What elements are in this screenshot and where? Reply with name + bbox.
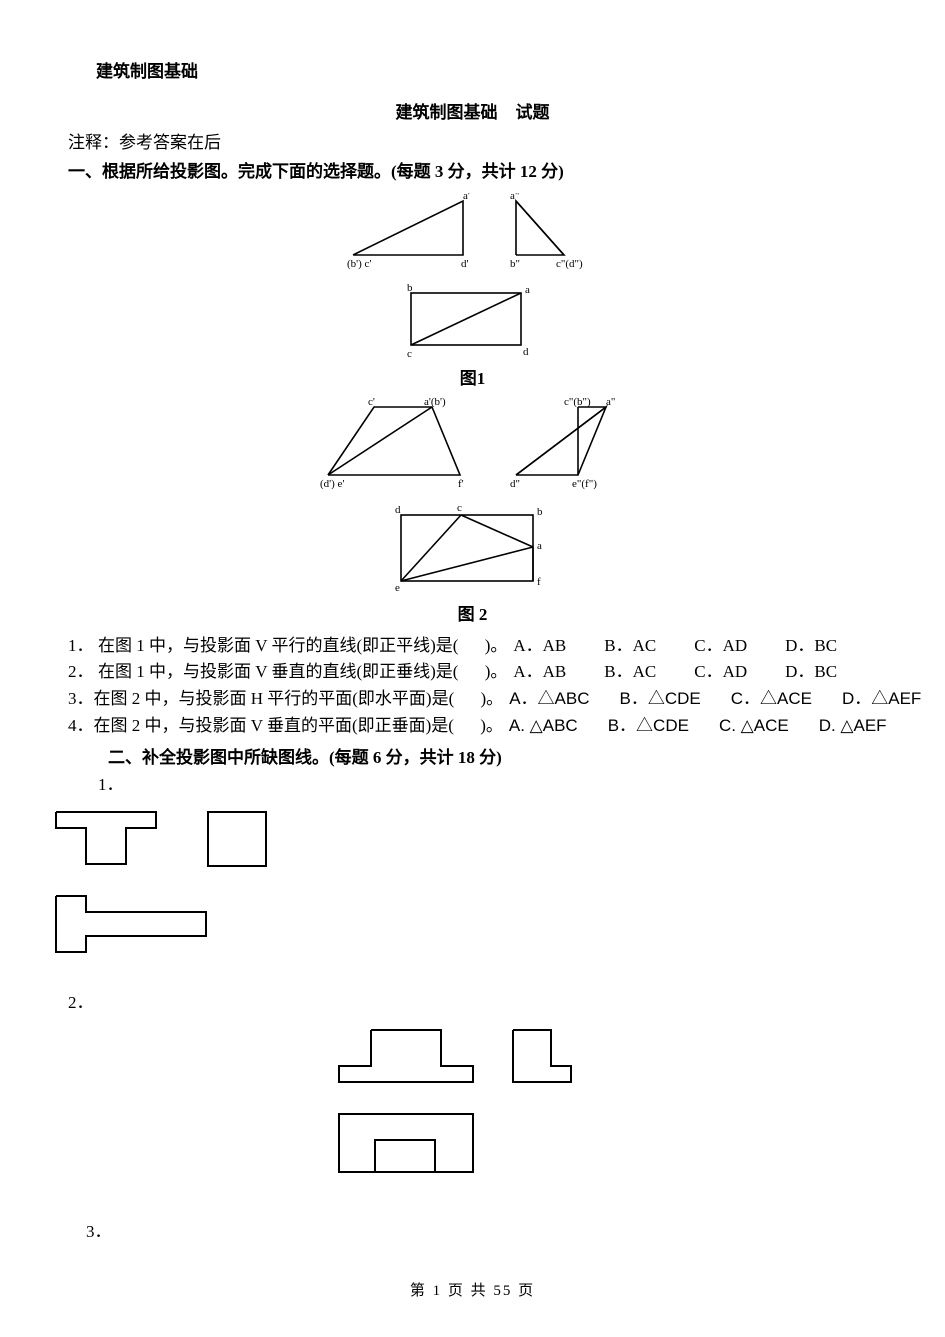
q1-opt-a: A．AB xyxy=(513,634,566,659)
sec2-fig2 xyxy=(303,1022,877,1210)
svg-text:a'(b'): a'(b') xyxy=(424,397,446,408)
sec2-item1-num: 1． xyxy=(98,773,877,798)
svg-text:b": b" xyxy=(510,258,520,270)
fig1-caption: 图1 xyxy=(460,367,486,392)
svg-text:d: d xyxy=(523,346,529,358)
q1-opt-b: B．AC xyxy=(604,634,656,659)
question-3: 3． 在图 2 中，与投影面 H 平行的平面(即水平面)是( )。 A．△ABC… xyxy=(68,687,877,712)
q1-close: )。 xyxy=(485,634,508,659)
svg-text:f': f' xyxy=(458,478,464,490)
q4-blank xyxy=(454,714,480,739)
q3-opt-d: D．△AEF xyxy=(842,687,921,712)
svg-text:c: c xyxy=(407,348,412,360)
q4-opt-c: C. △ACE xyxy=(719,714,789,739)
note-line: 注释：参考答案在后 xyxy=(68,131,877,156)
svg-text:c"(d"): c"(d") xyxy=(556,258,583,270)
section1-heading: 一、根据所给投影图。完成下面的选择题。(每题 3 分，共计 12 分) xyxy=(68,160,877,185)
q3-opt-b: B．△CDE xyxy=(619,687,700,712)
q1-blank xyxy=(458,634,484,659)
fig2-top-right: c"(b") a" d" e"(f") xyxy=(506,397,626,493)
q2-opt-b: B．AC xyxy=(604,660,656,685)
q2-blank xyxy=(458,660,484,685)
q3-opt-c: C．△ACE xyxy=(731,687,812,712)
svg-text:a": a" xyxy=(606,397,615,408)
q3-stem: 在图 2 中，与投影面 H 平行的平面(即水平面)是( xyxy=(94,687,455,712)
fig1-bottom: b a c d xyxy=(403,283,543,363)
svg-text:b: b xyxy=(407,283,413,294)
fig1-top-left: (b') c' d' a' xyxy=(345,193,480,273)
svg-text:c: c xyxy=(457,503,462,514)
question-1: 1． 在图 1 中，与投影面 V 平行的直线(即正平线)是( )。 A．AB B… xyxy=(68,634,877,659)
svg-text:e"(f"): e"(f") xyxy=(572,478,597,490)
q3-options: A．△ABC B．△CDE C．△ACE D．△AEF xyxy=(509,687,921,712)
q4-opt-b: B．△CDE xyxy=(608,714,689,739)
q4-stem: 在图 2 中，与投影面 V 垂直的平面(即正垂面)是( xyxy=(94,714,454,739)
question-4: 4． 在图 2 中，与投影面 V 垂直的平面(即正垂面)是( )。 A. △AB… xyxy=(68,714,877,739)
svg-text:(d') e': (d') e' xyxy=(320,478,344,490)
q4-opt-a: A. △ABC xyxy=(509,714,578,739)
q1-opt-d: D．BC xyxy=(785,634,837,659)
q2-stem: 在图 1 中，与投影面 V 垂直的直线(即正垂线)是( xyxy=(98,660,458,685)
q3-blank xyxy=(454,687,480,712)
q1-num: 1． xyxy=(68,634,98,659)
q4-options: A. △ABC B．△CDE C. △ACE D. △AEF xyxy=(509,714,887,739)
svg-text:a": a" xyxy=(510,193,519,202)
q1-opt-c: C．AD xyxy=(694,634,747,659)
svg-text:(b') c': (b') c' xyxy=(347,258,371,270)
question-list: 1． 在图 1 中，与投影面 V 平行的直线(即正平线)是( )。 A．AB B… xyxy=(68,634,877,739)
q1-stem: 在图 1 中，与投影面 V 平行的直线(即正平线)是( xyxy=(98,634,458,659)
svg-text:f: f xyxy=(537,576,541,588)
title-line: 建筑制图基础试题 xyxy=(68,101,877,126)
header-subject: 建筑制图基础 xyxy=(96,60,877,85)
fig1-top-right: a" b" c"(d") xyxy=(506,193,601,273)
fig2-bottom: d c b a f e xyxy=(393,503,553,599)
fig2-top-left: (d') e' f' c' a'(b') xyxy=(320,397,480,493)
page: 建筑制图基础 建筑制图基础试题 注释：参考答案在后 一、根据所给投影图。完成下面… xyxy=(0,0,945,1337)
q2-opt-c: C．AD xyxy=(694,660,747,685)
q2-options: A．AB B．AC C．AD D．BC xyxy=(513,660,837,685)
q3-num: 3． xyxy=(68,687,94,712)
q3-opt-a: A．△ABC xyxy=(509,687,589,712)
svg-text:a: a xyxy=(525,284,530,296)
svg-text:a: a xyxy=(537,540,542,552)
svg-text:d": d" xyxy=(510,478,520,490)
section2: 二、补全投影图中所缺图线。(每题 6 分，共计 18 分) xyxy=(108,746,877,771)
svg-text:e: e xyxy=(395,582,400,594)
svg-text:d: d xyxy=(395,504,401,516)
fig2-caption: 图 2 xyxy=(458,603,488,628)
question-2: 2． 在图 1 中，与投影面 V 垂直的直线(即正垂线)是( )。 A．AB B… xyxy=(68,660,877,685)
title-left: 建筑制图基础 xyxy=(396,103,498,122)
q2-num: 2． xyxy=(68,660,98,685)
figure-1: (b') c' d' a' a" b" c"(d") b a c d 图1 xyxy=(68,193,877,392)
q1-options: A．AB B．AC C．AD D．BC xyxy=(513,634,837,659)
q4-opt-d: D. △AEF xyxy=(819,714,887,739)
sec2-item2-num: 2． xyxy=(68,991,877,1016)
svg-text:a': a' xyxy=(463,193,470,202)
q3-close: )。 xyxy=(481,687,504,712)
sec2-item3-num: 3． xyxy=(86,1220,877,1245)
svg-text:d': d' xyxy=(461,258,469,270)
q4-close: )。 xyxy=(480,714,503,739)
q2-close: )。 xyxy=(485,660,508,685)
svg-text:b: b xyxy=(537,506,543,518)
q2-opt-a: A．AB xyxy=(513,660,566,685)
section2-heading: 二、补全投影图中所缺图线。(每题 6 分，共计 18 分) xyxy=(108,746,877,771)
title-right: 试题 xyxy=(516,103,550,122)
page-footer: 第 1 页 共 55 页 xyxy=(0,1281,945,1303)
figure-2: (d') e' f' c' a'(b') c"(b") a" d" e"(f") d c b a f… xyxy=(68,397,877,628)
svg-text:c"(b"): c"(b") xyxy=(564,397,591,408)
q4-num: 4． xyxy=(68,714,94,739)
svg-text:c': c' xyxy=(368,397,375,408)
q2-opt-d: D．BC xyxy=(785,660,837,685)
sec2-fig1 xyxy=(48,804,877,982)
